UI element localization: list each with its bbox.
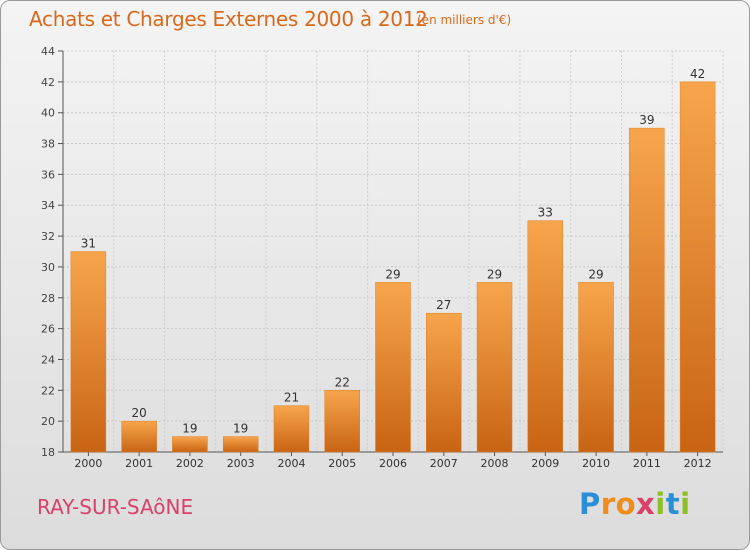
x-tick-label: 2008 — [481, 457, 509, 470]
x-tick-label: 2006 — [379, 457, 407, 470]
axes: 18 20 22 24 26 28 30 32 34 36 38 40 42 44 2000 2001 2002… — [41, 45, 723, 470]
bar-2006 — [375, 282, 411, 453]
bar-2009 — [527, 220, 564, 453]
x-tick-label: 2010 — [582, 457, 610, 470]
y-tick-label: 38 — [41, 138, 55, 151]
grid-lines — [62, 50, 724, 453]
bar-2000 — [70, 251, 107, 453]
proxiti-logo[interactable]: Proxiti — [579, 487, 691, 521]
x-tick-label: 2011 — [633, 457, 661, 470]
y-tick-label: 26 — [41, 323, 55, 336]
x-tick-label: 2012 — [684, 457, 712, 470]
data-label-2010: 29 — [588, 267, 603, 281]
data-label-2006: 29 — [385, 267, 400, 281]
data-label-2001: 20 — [132, 406, 147, 420]
bar-2007 — [426, 312, 462, 453]
y-tick-label: 40 — [41, 107, 55, 120]
y-tick-label: 30 — [41, 261, 55, 274]
x-tick-label: 2002 — [176, 457, 204, 470]
logo-letter: P — [579, 487, 601, 521]
bar-2001 — [121, 420, 157, 453]
data-label-2000: 31 — [81, 237, 96, 251]
y-tick-label: 36 — [41, 168, 55, 181]
x-tick-label: 2001 — [125, 457, 153, 470]
x-tick-label: 2000 — [74, 457, 102, 470]
bar-2011 — [629, 127, 665, 453]
x-tick-label: 2007 — [430, 457, 458, 470]
data-label-2003: 19 — [233, 422, 248, 436]
y-tick-label: 32 — [41, 230, 55, 243]
logo-letter: x — [636, 487, 656, 521]
y-tick-label: 20 — [41, 415, 55, 428]
bar-2004 — [273, 405, 310, 453]
x-tick-label: 2003 — [227, 457, 255, 470]
data-label-2012: 42 — [690, 67, 705, 81]
data-label-2005: 22 — [335, 375, 350, 389]
logo-letter: t — [665, 487, 681, 521]
y-tick-label: 34 — [41, 199, 55, 212]
logo-letter: o — [615, 487, 637, 521]
y-tick-label: 18 — [41, 446, 55, 459]
logo-letter: r — [600, 487, 616, 521]
chart-title: Achats et Charges Externes 2000 à 2012 — [29, 7, 428, 31]
x-tick-label: 2004 — [277, 457, 305, 470]
data-label-2008: 29 — [487, 267, 502, 281]
bar-2008 — [476, 282, 513, 453]
bar-2002 — [172, 436, 208, 453]
data-labels: 31 20 19 19 21 22 29 27 29 33 29 39 42 — [81, 67, 706, 436]
bar-2010 — [578, 282, 614, 453]
data-label-2004: 21 — [284, 391, 299, 405]
logo-letter: i — [655, 487, 666, 521]
y-tick-label: 22 — [41, 384, 55, 397]
bars — [70, 81, 716, 453]
data-label-2002: 19 — [182, 422, 197, 436]
bar-2005 — [324, 390, 360, 453]
bar-2012 — [679, 81, 716, 453]
bar-2003 — [222, 436, 259, 453]
data-label-2009: 33 — [538, 206, 553, 220]
chart-subtitle: (en milliers d'€) — [417, 13, 512, 27]
data-label-2011: 39 — [639, 113, 654, 127]
x-tick-label: 2009 — [531, 457, 559, 470]
y-tick-label: 28 — [41, 292, 55, 305]
logo-letter: i — [680, 487, 691, 521]
x-tick-label: 2005 — [328, 457, 356, 470]
y-tick-label: 44 — [41, 45, 55, 58]
commune-name: RAY-SUR-SAôNE — [37, 495, 194, 519]
y-tick-label: 42 — [41, 76, 55, 89]
data-label-2007: 27 — [436, 298, 451, 312]
y-tick-label: 24 — [41, 353, 55, 366]
